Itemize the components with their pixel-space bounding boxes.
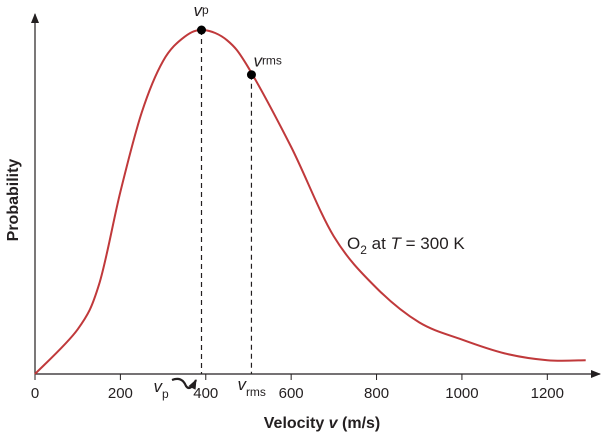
x-tick-label-600: 600: [279, 385, 304, 402]
x-tick-label-1200: 1200: [531, 385, 564, 402]
x-tick-label-200: 200: [108, 385, 133, 402]
axis-label-main: v: [237, 375, 247, 394]
marker-label-main: v: [253, 52, 263, 71]
marker-point-rms: [246, 70, 256, 80]
x-axis-title: Velocity v (m/s): [264, 415, 381, 432]
y-axis-title: Probability: [5, 159, 22, 242]
x-tick-label-0: 0: [31, 385, 39, 402]
vp-pointer-arrow: [171, 377, 197, 390]
annotation-middle: at: [367, 234, 391, 253]
x-axis-title-var: v: [329, 415, 339, 432]
x-tick-label-group: 0 200 400 600 800 1000 1200: [31, 385, 564, 402]
species-main: O: [347, 234, 360, 253]
marker-point-p: [197, 25, 206, 35]
axis-label-sub: p: [162, 387, 169, 401]
curve-annotation: O2 at T = 300 K: [347, 234, 465, 257]
x-axis-title-prefix: Velocity: [264, 415, 329, 432]
axis-label-sub: rms: [246, 385, 266, 399]
x-tick-label-1000: 1000: [445, 385, 478, 402]
marker-label-rms: vrms: [253, 52, 282, 71]
distribution-curve: [34, 28, 586, 375]
axis-label-p: vp: [154, 377, 170, 401]
x-tick-label-400: 400: [193, 385, 218, 402]
marker-dashed-lines: [200, 30, 253, 374]
marker-label-p: vp: [194, 1, 210, 20]
axis-label-rms: vrms: [237, 375, 266, 399]
annotation-var: T: [391, 234, 403, 253]
species-sub: 2: [360, 243, 367, 257]
axis-marker-labels: vp vrms: [154, 375, 266, 401]
x-axis-title-suffix: (m/s): [338, 415, 381, 432]
marker-points: [197, 25, 256, 80]
axis-label-main: v: [154, 377, 164, 396]
annotation-rest: = 300 K: [401, 234, 465, 253]
x-tick-label-800: 800: [364, 385, 389, 402]
marker-label-main: v: [194, 1, 204, 20]
x-tick-group: [34, 374, 548, 380]
marker-label-sub: p: [202, 3, 209, 17]
marker-label-sub: rms: [262, 54, 282, 68]
